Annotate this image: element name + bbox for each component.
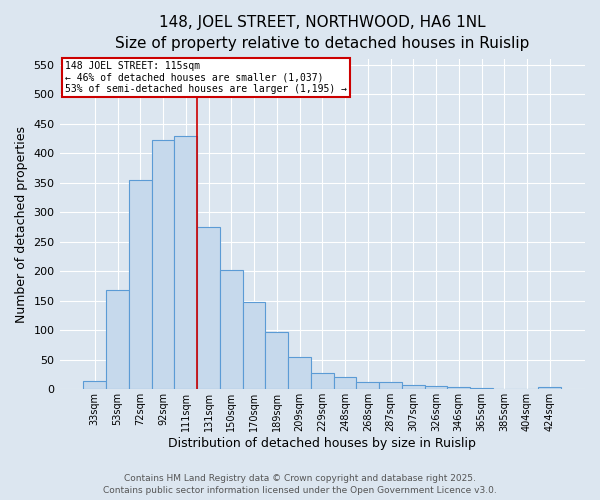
Bar: [288, 357, 311, 390]
Bar: [242, 302, 265, 390]
Bar: [175, 136, 197, 390]
Bar: [470, 388, 493, 390]
Bar: [515, 388, 538, 390]
Bar: [334, 378, 356, 390]
Bar: [106, 290, 129, 390]
Bar: [538, 387, 561, 390]
Bar: [220, 270, 242, 390]
Bar: [425, 386, 448, 390]
Bar: [129, 180, 152, 390]
Bar: [356, 382, 379, 390]
Bar: [402, 385, 425, 390]
Y-axis label: Number of detached properties: Number of detached properties: [15, 126, 28, 322]
Bar: [379, 382, 402, 390]
Bar: [83, 381, 106, 390]
Bar: [448, 387, 470, 390]
Title: 148, JOEL STREET, NORTHWOOD, HA6 1NL
Size of property relative to detached house: 148, JOEL STREET, NORTHWOOD, HA6 1NL Siz…: [115, 15, 529, 51]
X-axis label: Distribution of detached houses by size in Ruislip: Distribution of detached houses by size …: [169, 437, 476, 450]
Bar: [197, 227, 220, 390]
Bar: [152, 140, 175, 390]
Text: Contains HM Land Registry data © Crown copyright and database right 2025.
Contai: Contains HM Land Registry data © Crown c…: [103, 474, 497, 495]
Bar: [311, 374, 334, 390]
Bar: [265, 332, 288, 390]
Text: 148 JOEL STREET: 115sqm
← 46% of detached houses are smaller (1,037)
53% of semi: 148 JOEL STREET: 115sqm ← 46% of detache…: [65, 61, 347, 94]
